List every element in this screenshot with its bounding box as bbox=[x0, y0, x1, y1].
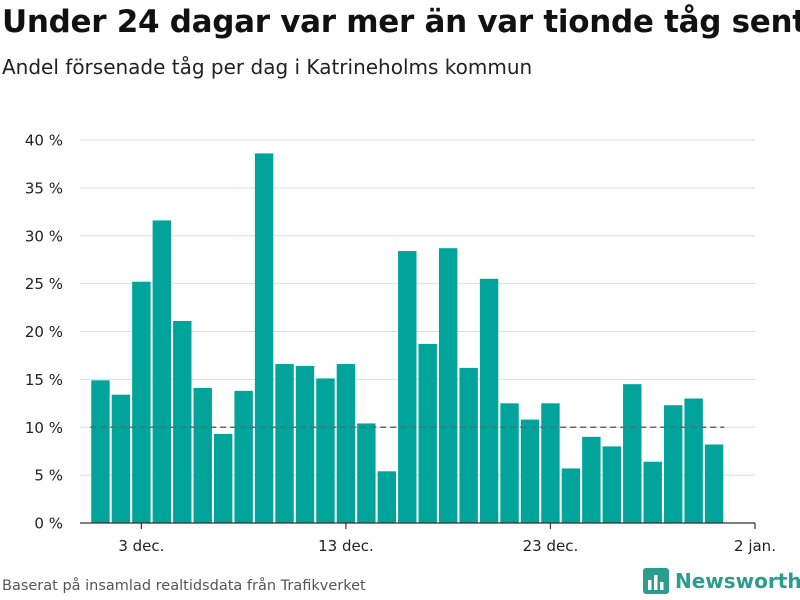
bar[interactable] bbox=[254, 153, 274, 523]
bar[interactable] bbox=[152, 220, 172, 523]
bar[interactable] bbox=[684, 398, 703, 523]
bar[interactable] bbox=[316, 378, 335, 523]
x-tick-label: 13 dec. bbox=[318, 537, 374, 555]
bar[interactable] bbox=[275, 364, 294, 523]
bar-chart-logo-icon bbox=[643, 568, 669, 594]
x-tick-label: 2 jan. bbox=[734, 537, 776, 555]
bar[interactable] bbox=[602, 446, 622, 523]
y-tick-label: 40 % bbox=[25, 132, 63, 150]
y-tick-label: 5 % bbox=[34, 467, 63, 485]
bar[interactable] bbox=[438, 248, 458, 523]
source-note: Baserat på insamlad realtidsdata från Tr… bbox=[2, 578, 366, 594]
bar[interactable] bbox=[643, 461, 662, 523]
bar[interactable] bbox=[479, 278, 499, 523]
bar[interactable] bbox=[91, 380, 110, 523]
x-axis bbox=[80, 522, 756, 529]
bar[interactable] bbox=[500, 403, 519, 523]
y-tick-label: 15 % bbox=[25, 371, 63, 389]
brand-logo[interactable]: Newsworthy bbox=[643, 568, 800, 594]
bar[interactable] bbox=[295, 365, 315, 523]
y-tick-label: 0 % bbox=[34, 515, 63, 533]
bar[interactable] bbox=[357, 423, 376, 523]
bar[interactable] bbox=[234, 390, 253, 523]
bar[interactable] bbox=[213, 433, 233, 523]
bar[interactable] bbox=[459, 367, 478, 523]
bar[interactable] bbox=[704, 444, 724, 523]
y-tick-label: 10 % bbox=[25, 419, 63, 437]
bar[interactable] bbox=[561, 468, 581, 523]
bar[interactable] bbox=[377, 471, 397, 523]
y-tick-label: 25 % bbox=[25, 275, 63, 293]
bar[interactable] bbox=[398, 251, 417, 523]
chart-title: Under 24 dagar var mer än var tionde tåg… bbox=[2, 4, 800, 40]
bar[interactable] bbox=[336, 364, 356, 523]
y-axis-labels: 0 % 5 % 10 % 15 % 20 % 25 % 30 % 35 % 40 % bbox=[25, 132, 63, 533]
y-tick-label: 20 % bbox=[25, 323, 63, 341]
bar[interactable] bbox=[541, 403, 560, 523]
bar[interactable] bbox=[173, 320, 192, 523]
bar[interactable] bbox=[111, 394, 131, 523]
x-tick-label: 23 dec. bbox=[523, 537, 579, 555]
grid-lines bbox=[80, 139, 755, 476]
x-axis-labels: 3 dec. 13 dec. 23 dec. 2 jan. bbox=[118, 537, 776, 555]
x-tick-label: 3 dec. bbox=[118, 537, 164, 555]
bar[interactable] bbox=[623, 384, 642, 523]
bar[interactable] bbox=[132, 281, 151, 523]
y-tick-label: 35 % bbox=[25, 179, 63, 197]
bar[interactable] bbox=[663, 405, 683, 523]
bar[interactable] bbox=[418, 343, 437, 523]
bar[interactable] bbox=[520, 419, 540, 523]
y-tick-label: 30 % bbox=[25, 227, 63, 245]
bars bbox=[91, 153, 724, 523]
bar[interactable] bbox=[582, 436, 601, 523]
bar[interactable] bbox=[193, 387, 212, 523]
brand-name: Newsworthy bbox=[675, 569, 800, 593]
chart-subtitle: Andel försenade tåg per dag i Katrinehol… bbox=[2, 55, 533, 79]
